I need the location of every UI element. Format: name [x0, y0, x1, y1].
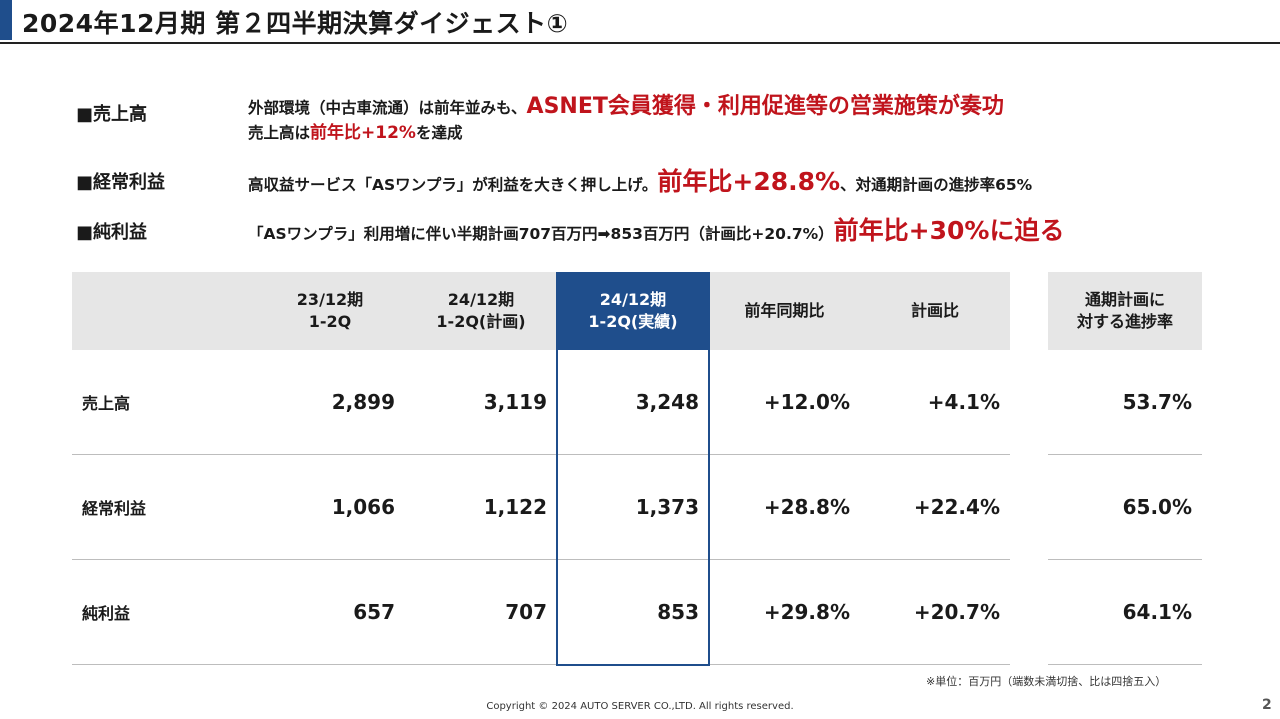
highlight-text: 前年比+12% [310, 123, 416, 143]
unit-note: ※単位：百万円（端数未満切捨、比は四捨五入） [926, 675, 1167, 688]
text: 売上高は [248, 124, 311, 142]
text: 外部環境（中古車流通）は前年並みも、 [248, 99, 527, 117]
heading-ordinary-profit: ■経常利益 [76, 172, 166, 193]
progress-row: 53.7% [1048, 350, 1202, 455]
cell-value: +28.8% [709, 454, 860, 560]
cell-value: 3,248 [557, 350, 709, 455]
header-blank [72, 272, 255, 350]
cell-value: 1,066 [255, 454, 405, 560]
table-row: 経常利益 1,066 1,122 1,373 +28.8% +22.4% [72, 454, 1010, 560]
progress-row: 64.1% [1048, 559, 1202, 665]
cell-value: +22.4% [860, 454, 1010, 560]
copyright: Copyright © 2024 AUTO SERVER CO.,LTD. Al… [486, 701, 794, 712]
header-row: 23/12期 1-2Q 24/12期 1-2Q(計画) 24/12期 1-2Q(… [72, 272, 1010, 350]
cell-value: 853 [557, 559, 709, 665]
row-label: 売上高 [72, 350, 255, 455]
header-prev-year: 23/12期 1-2Q [255, 272, 405, 350]
page-title: 2024年12月期 第２四半期決算ダイジェスト① [22, 9, 569, 38]
text: 高収益サービス「ASワンプラ」が利益を大きく押し上げ。 [248, 176, 658, 194]
header-actual: 24/12期 1-2Q(実績) [557, 272, 709, 350]
text: を達成 [415, 124, 463, 142]
header-plan: 24/12期 1-2Q(計画) [405, 272, 557, 350]
header-progress: 通期計画に 対する進捗率 [1048, 272, 1202, 350]
table-row: 売上高 2,899 3,119 3,248 +12.0% +4.1% [72, 350, 1010, 455]
header-yoy: 前年同期比 [709, 272, 860, 350]
header-vs-plan: 計画比 [860, 272, 1010, 350]
progress-value: 53.7% [1048, 350, 1202, 455]
cell-value: +20.7% [860, 559, 1010, 665]
highlight-text: 前年比+30%に迫る [833, 216, 1065, 245]
title-accent [0, 0, 12, 40]
sales-line-1: 外部環境（中古車流通）は前年並みも、ASNET会員獲得・利用促進等の営業施策が奏… [248, 88, 1004, 120]
cell-value: +4.1% [860, 350, 1010, 455]
page-number: 2 [1262, 697, 1272, 713]
row-label: 経常利益 [72, 454, 255, 560]
ordinary-profit-line: 高収益サービス「ASワンプラ」が利益を大きく押し上げ。前年比+28.8%、対通期… [248, 162, 1032, 198]
text: 「ASワンプラ」利用増に伴い半期計画707百万円➡853百万円（計画比+20.7… [248, 225, 834, 243]
cell-value: +29.8% [709, 559, 860, 665]
heading-net-profit: ■純利益 [76, 222, 148, 243]
net-profit-line: 「ASワンプラ」利用増に伴い半期計画707百万円➡853百万円（計画比+20.7… [248, 211, 1064, 247]
text: 、対通期計画の進捗率65% [840, 176, 1033, 194]
sales-line-2: 売上高は前年比+12%を達成 [248, 118, 462, 143]
highlight-text: 前年比+28.8% [657, 167, 841, 196]
cell-value: 2,899 [255, 350, 405, 455]
progress-table: 通期計画に 対する進捗率 53.7% 65.0% 64.1% [1048, 272, 1202, 665]
cell-value: +12.0% [709, 350, 860, 455]
results-table: 23/12期 1-2Q 24/12期 1-2Q(計画) 24/12期 1-2Q(… [72, 272, 1010, 665]
cell-value: 3,119 [405, 350, 557, 455]
highlight-text: ASNET会員獲得・利用促進等の営業施策が奏功 [526, 94, 1004, 119]
progress-value: 64.1% [1048, 559, 1202, 665]
heading-sales: ■売上高 [76, 104, 148, 125]
row-label: 純利益 [72, 559, 255, 665]
cell-value: 707 [405, 559, 557, 665]
progress-value: 65.0% [1048, 454, 1202, 560]
progress-row: 65.0% [1048, 454, 1202, 560]
cell-value: 1,373 [557, 454, 709, 560]
cell-value: 657 [255, 559, 405, 665]
cell-value: 1,122 [405, 454, 557, 560]
title-bar: 2024年12月期 第２四半期決算ダイジェスト① [0, 0, 1280, 44]
table-row: 純利益 657 707 853 +29.8% +20.7% [72, 559, 1010, 665]
